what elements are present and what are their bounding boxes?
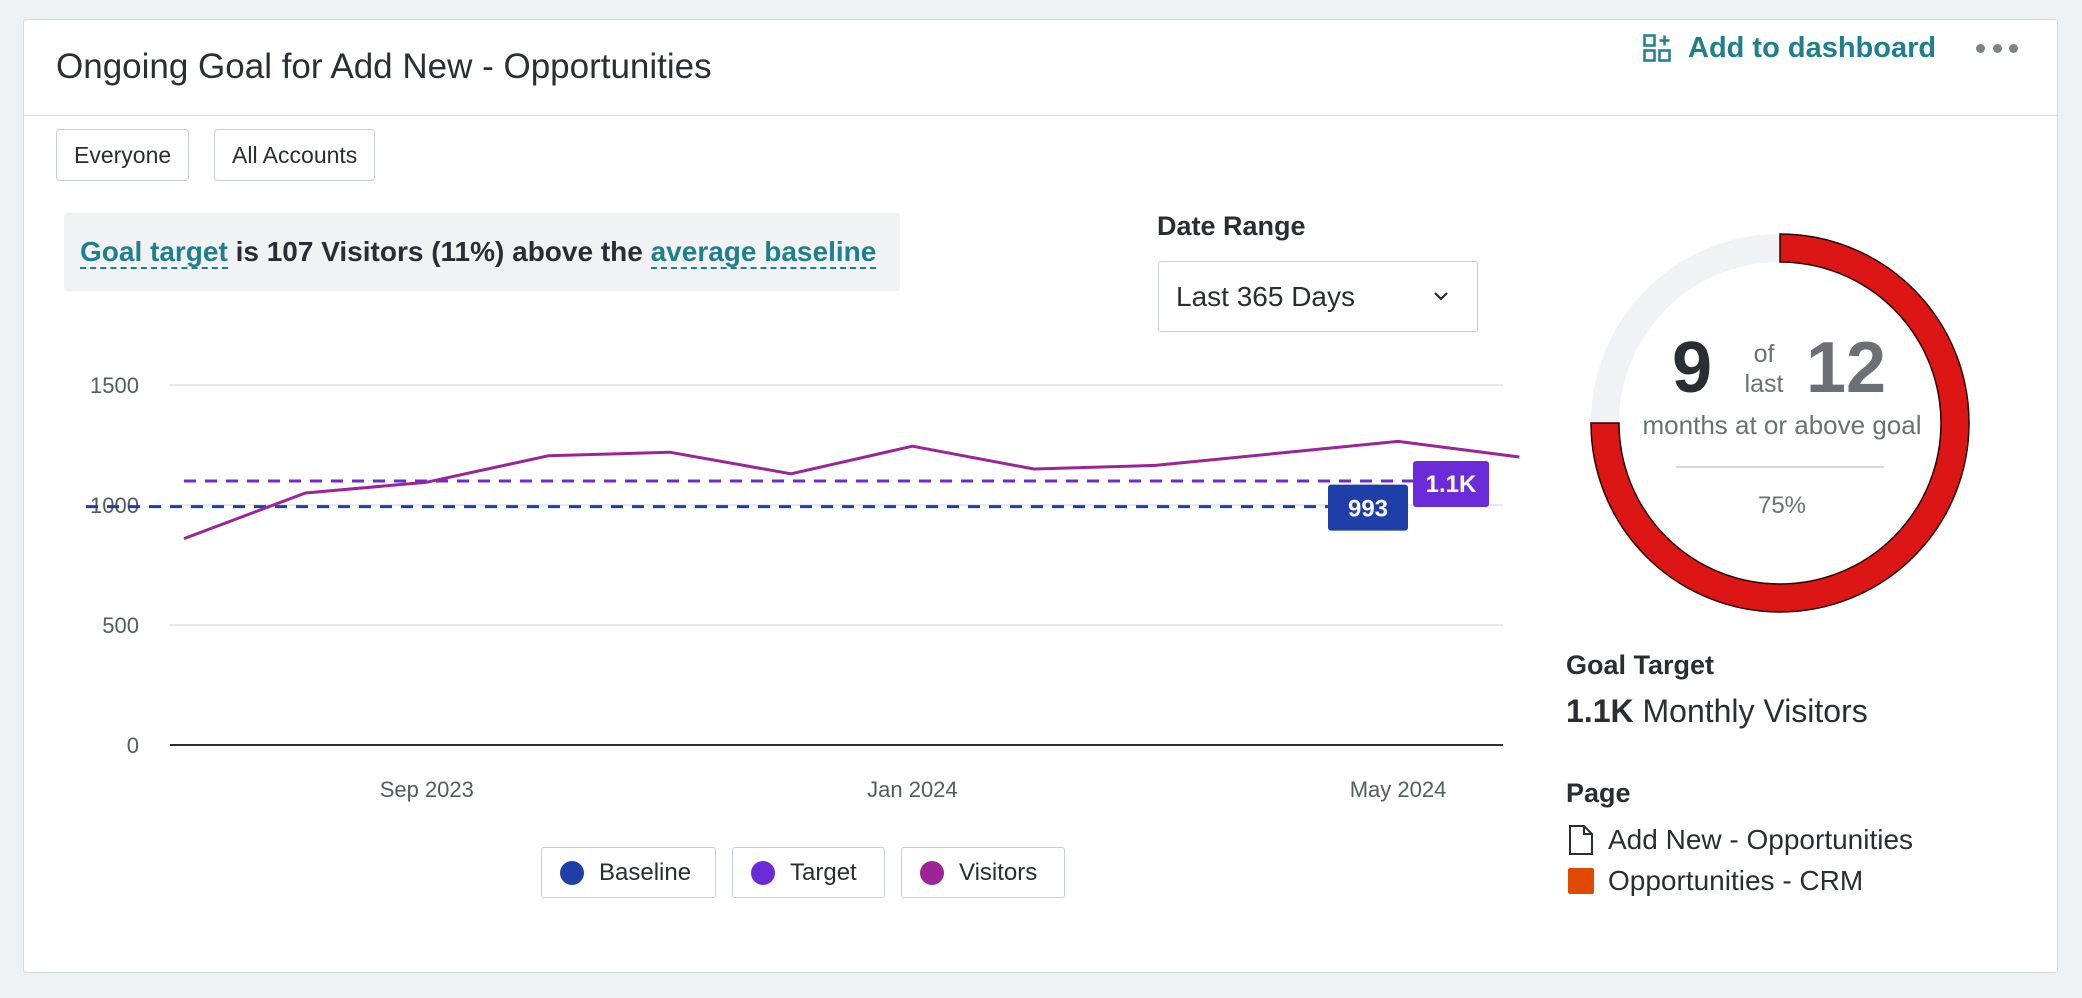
target-swatch: [751, 861, 775, 885]
filter-segment-chip[interactable]: Everyone: [56, 129, 190, 181]
page-item-label: Add New - Opportunities: [1608, 824, 1914, 855]
card-header: Ongoing Goal for Add New - Opportunities: [24, 20, 2057, 116]
gauge-total-count: 12: [1806, 328, 1887, 408]
more-options-icon[interactable]: [1976, 38, 2018, 58]
gauge-of-label: of last: [1742, 339, 1786, 399]
legend-baseline[interactable]: Baseline: [541, 847, 716, 898]
legend-visitors-label: Visitors: [959, 859, 1038, 886]
banner-middle-text: is 107 Visitors (11%) above the: [227, 236, 651, 267]
goal-target-link[interactable]: Goal target: [80, 236, 228, 269]
average-baseline-link[interactable]: average baseline: [650, 236, 877, 269]
filter-account-chip[interactable]: All Accounts: [214, 129, 376, 181]
date-range-label: Date Range: [1157, 211, 1306, 241]
page-item-app[interactable]: Opportunities - CRM: [1566, 863, 1863, 899]
gauge-met-count: 9: [1672, 328, 1713, 408]
legend-target-label: Target: [790, 859, 857, 886]
gauge-last-text: last: [1744, 370, 1784, 398]
page-item-add-new[interactable]: Add New - Opportunities: [1566, 822, 1913, 858]
goal-target-unit: Monthly Visitors: [1633, 693, 1868, 729]
legend-baseline-label: Baseline: [599, 859, 692, 886]
gauge-of-text: of: [1753, 340, 1775, 368]
gauge-percent: 75%: [1757, 492, 1807, 519]
goal-target-value: 1.1K Monthly Visitors: [1566, 693, 1868, 730]
goal-summary-banner: Goal target is 107 Visitors (11%) above …: [64, 213, 900, 291]
gauge-subtitle: months at or above goal: [1642, 410, 1922, 440]
date-range-value: Last 365 Days: [1176, 281, 1355, 312]
legend-visitors[interactable]: Visitors: [901, 847, 1065, 898]
date-range-select[interactable]: Last 365 Days: [1158, 261, 1478, 332]
page-heading: Page: [1566, 778, 1631, 808]
app-color-swatch: [1566, 865, 1596, 897]
chevron-down-icon: [1434, 292, 1448, 301]
baseline-swatch: [560, 861, 584, 885]
page-title: Ongoing Goal for Add New - Opportunities: [56, 47, 712, 86]
visitors-swatch: [920, 861, 944, 885]
page-item-app-label: Opportunities - CRM: [1608, 865, 1864, 896]
add-to-dashboard-button[interactable]: Add to dashboard: [1642, 29, 1936, 67]
goal-target-number: 1.1K: [1566, 693, 1634, 729]
dashboard-add-icon: [1643, 34, 1671, 62]
document-icon: [1566, 824, 1596, 856]
add-to-dashboard-label: Add to dashboard: [1688, 31, 1937, 64]
goal-target-heading: Goal Target: [1566, 650, 1715, 680]
legend-target[interactable]: Target: [732, 847, 885, 898]
